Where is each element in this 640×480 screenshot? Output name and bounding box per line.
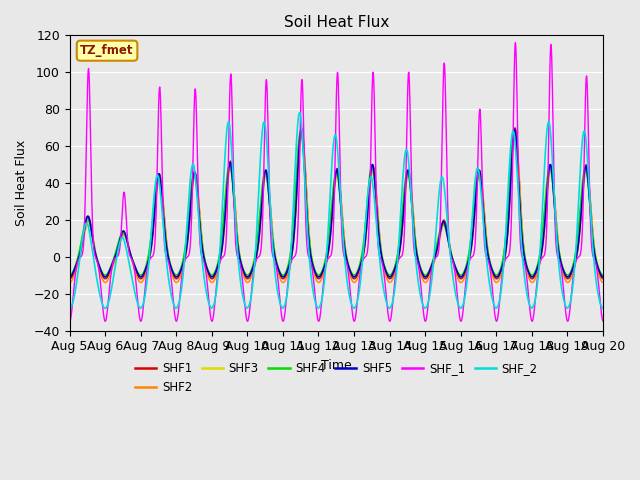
- SHF_2: [536, 245, 544, 251]
- SHF_2: [136, 305, 144, 311]
- SHF_1: [66, 318, 74, 324]
- Text: TZ_fmet: TZ_fmet: [80, 44, 134, 57]
- Line: SHF5: SHF5: [70, 130, 603, 277]
- SHF2: [599, 279, 607, 285]
- SHF_2: [172, 305, 179, 311]
- SHF3: [420, 271, 428, 277]
- Y-axis label: Soil Heat Flux: Soil Heat Flux: [15, 140, 28, 226]
- SHF4: [66, 272, 74, 278]
- SHF1: [599, 276, 607, 282]
- SHF1: [490, 272, 497, 278]
- SHF5: [66, 274, 74, 280]
- SHF4: [536, 248, 544, 253]
- SHF4: [172, 272, 179, 278]
- SHF1: [298, 125, 305, 131]
- SHF2: [66, 280, 74, 286]
- SHF5: [420, 273, 428, 278]
- SHF_2: [599, 305, 607, 311]
- SHF1: [66, 276, 74, 282]
- SHF3: [490, 268, 497, 274]
- Title: Soil Heat Flux: Soil Heat Flux: [284, 15, 389, 30]
- SHF2: [490, 275, 497, 281]
- SHF3: [185, 215, 193, 221]
- SHF5: [101, 274, 109, 280]
- SHF5: [490, 270, 497, 276]
- SHF2: [101, 280, 109, 286]
- SHF1: [244, 276, 252, 282]
- SHF_2: [420, 303, 428, 309]
- Line: SHF2: SHF2: [70, 132, 603, 283]
- SHF5: [599, 274, 607, 280]
- SHF3: [536, 249, 544, 255]
- SHF_1: [511, 40, 519, 46]
- SHF2: [185, 231, 193, 237]
- SHF2: [298, 129, 306, 134]
- SHF_1: [419, 303, 427, 309]
- SHF4: [420, 271, 428, 277]
- SHF_1: [488, 288, 496, 293]
- Line: SHF1: SHF1: [70, 128, 603, 279]
- SHF3: [599, 272, 607, 278]
- SHF3: [101, 272, 109, 278]
- X-axis label: Time: Time: [321, 359, 351, 372]
- SHF2: [536, 259, 544, 265]
- SHF4: [297, 129, 305, 134]
- SHF_2: [244, 304, 252, 310]
- SHF4: [599, 272, 607, 278]
- SHF1: [420, 275, 428, 280]
- SHF_1: [172, 315, 179, 321]
- SHF2: [172, 279, 179, 285]
- SHF3: [244, 272, 252, 278]
- SHF_2: [66, 305, 74, 311]
- SHF_2: [296, 110, 303, 116]
- SHF5: [298, 127, 305, 132]
- SHF5: [244, 274, 252, 280]
- Legend: SHF1, SHF2, SHF3, SHF4, SHF5, SHF_1, SHF_2: SHF1, SHF2, SHF3, SHF4, SHF5, SHF_1, SHF…: [130, 357, 543, 398]
- Line: SHF3: SHF3: [70, 132, 603, 275]
- SHF4: [101, 272, 109, 278]
- SHF1: [185, 227, 193, 233]
- SHF4: [490, 268, 497, 274]
- SHF2: [244, 279, 252, 285]
- SHF4: [185, 211, 193, 217]
- Line: SHF_2: SHF_2: [70, 113, 603, 308]
- SHF3: [172, 272, 179, 278]
- SHF_1: [184, 253, 192, 259]
- SHF1: [101, 276, 109, 282]
- SHF_1: [536, 260, 544, 265]
- SHF4: [244, 272, 252, 278]
- SHF2: [420, 278, 428, 284]
- Line: SHF_1: SHF_1: [70, 43, 603, 321]
- SHF5: [172, 274, 179, 280]
- SHF_2: [185, 198, 193, 204]
- SHF5: [185, 228, 193, 233]
- Line: SHF4: SHF4: [70, 132, 603, 275]
- SHF3: [297, 129, 305, 134]
- SHF_2: [490, 300, 497, 305]
- SHF_1: [244, 318, 252, 324]
- SHF5: [536, 256, 544, 262]
- SHF1: [172, 276, 179, 281]
- SHF_1: [599, 318, 607, 324]
- SHF1: [536, 257, 544, 263]
- SHF3: [66, 272, 74, 278]
